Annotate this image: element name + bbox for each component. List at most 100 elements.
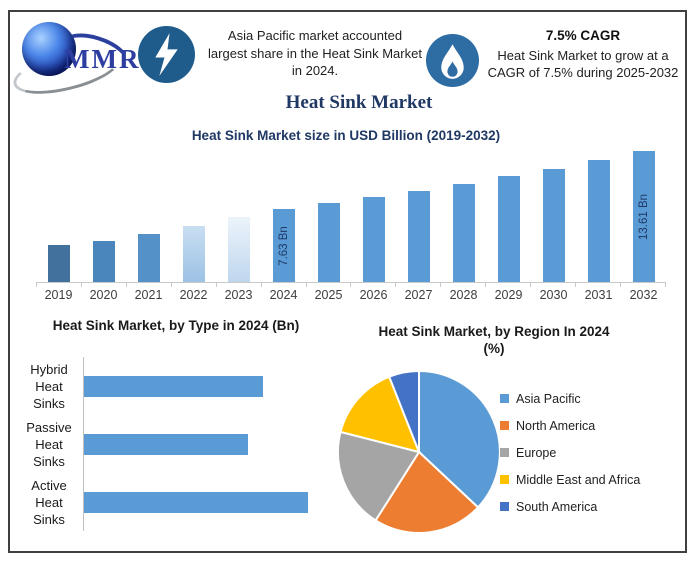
pie-slice-asia-pacific	[418, 369, 501, 509]
pie-slice-north-america	[374, 450, 480, 534]
bar-2020	[92, 241, 115, 282]
legend-marker-north-america	[500, 421, 509, 430]
mmr-logo-text: MMR	[64, 44, 141, 74]
x-axis-tick	[395, 283, 440, 287]
cagr-text: Heat Sink Market to grow at a CAGR of 7.…	[487, 48, 679, 80]
x-axis-label-2031: 2031	[584, 288, 613, 302]
x-axis-label-2025: 2025	[314, 288, 343, 302]
x-axis-tick	[170, 283, 216, 287]
x-axis-label-2030: 2030	[539, 288, 568, 302]
bar-2019	[47, 245, 70, 282]
x-axis-label-2029: 2029	[494, 288, 523, 302]
bar-column-2019	[36, 245, 81, 282]
x-axis-tick	[530, 283, 575, 287]
bar-2026	[362, 197, 385, 282]
x-axis-label-2021: 2021	[134, 288, 163, 302]
bar-2023	[227, 217, 250, 282]
bar-column-2032: 13.61 Bn	[621, 151, 666, 282]
bar-2031	[587, 160, 610, 282]
x-axis-label-2020: 2020	[89, 288, 118, 302]
x-axis-tick	[36, 283, 81, 287]
type-chart-body: Hybrid Heat Sinks Passive Heat Sinks Active H…	[18, 357, 334, 531]
bar-2032: 13.61 Bn	[632, 151, 655, 282]
x-axis-label-2027: 2027	[404, 288, 433, 302]
pie-slice-europe	[336, 430, 421, 522]
legend-marker-asia-pacific	[500, 394, 509, 403]
bar-column-2031	[576, 160, 621, 282]
legend-item-south-america: South America	[500, 493, 640, 520]
legend-item-asia-pacific: Asia Pacific	[500, 385, 640, 412]
bar-2024: 7.63 Bn	[272, 209, 295, 282]
region-pie	[333, 366, 505, 538]
x-axis-tick	[485, 283, 530, 287]
market-size-chart-title: Heat Sink Market size in USD Billion (20…	[191, 128, 501, 143]
legend-marker-middle-east-and-africa	[500, 475, 509, 484]
legend-label-north-america: North America	[516, 418, 596, 433]
bar-column-2023	[216, 217, 261, 282]
bar-column-2025	[306, 203, 351, 282]
bar-2030	[542, 169, 565, 282]
bar-column-2028	[441, 184, 486, 282]
bar-column-2021	[126, 234, 171, 282]
x-axis-labels: 2019 2020 2021 2022 2023 2024 2025 2026 2027 2028…	[36, 288, 666, 302]
pie-slice-middle-east-and-africa	[339, 375, 421, 454]
legend-item-europe: Europe	[500, 439, 640, 466]
header-highlight-text: Asia Pacific market accounted largest sh…	[208, 28, 422, 78]
type-label-active-heat-sinks: Active Heat Sinks	[31, 477, 67, 527]
bar-2027	[407, 191, 430, 282]
pie-slice-south-america	[387, 369, 420, 453]
type-bar-passive-heat-sinks	[84, 433, 248, 455]
type-chart: Heat Sink Market, by Type in 2024 (Bn) H…	[18, 318, 334, 531]
x-axis-ticks	[36, 283, 666, 287]
type-label-hybrid-heat-sinks: Hybrid Heat Sinks	[30, 361, 68, 411]
legend-label-asia-pacific: Asia Pacific	[516, 391, 581, 406]
legend-label-south-america: South America	[516, 499, 598, 514]
x-axis-tick	[215, 283, 261, 287]
x-axis-tick	[619, 283, 665, 287]
bar-2029	[497, 176, 520, 282]
x-axis-tick	[260, 283, 306, 287]
x-axis-tick	[440, 283, 485, 287]
legend-marker-europe	[500, 448, 509, 457]
bar-column-2029	[486, 176, 531, 282]
bar-column-2030	[531, 169, 576, 282]
bar-column-2027	[396, 191, 441, 282]
bar-2021	[137, 234, 160, 282]
type-row-active-heat-sinks: Active Heat Sinks	[18, 473, 334, 531]
x-axis-tick	[305, 283, 351, 287]
bar-value-label-2032: 13.61 Bn	[637, 193, 650, 240]
market-size-bars: 7.63 Bn 13.61 Bn	[36, 148, 666, 283]
bar-2028	[452, 184, 475, 282]
type-chart-title: Heat Sink Market, by Type in 2024 (Bn)	[52, 318, 300, 333]
lightning-icon	[138, 26, 195, 83]
x-axis-label-2032: 2032	[629, 288, 658, 302]
x-axis-label-2023: 2023	[224, 288, 253, 302]
cagr-block: 7.5% CAGR Heat Sink Market to grow at a …	[482, 28, 684, 81]
x-axis-tick	[575, 283, 620, 287]
region-legend: Asia Pacific North America Europe Middle Ea…	[500, 385, 640, 520]
legend-label-middle-east-and-africa: Middle East and Africa	[516, 472, 641, 487]
x-axis-label-2026: 2026	[359, 288, 388, 302]
bar-2022	[182, 226, 205, 282]
region-chart-unit: (%)	[483, 341, 505, 356]
market-size-chart: 7.63 Bn 13.61 Bn 2019 2020 2021 2022 2023 2024…	[36, 148, 666, 302]
type-row-passive-heat-sinks: Passive Heat Sinks	[18, 415, 334, 473]
mmr-logo: MMR	[9, 18, 146, 103]
page-title: Heat Sink Market	[285, 92, 433, 113]
type-bar-hybrid-heat-sinks	[84, 375, 263, 397]
bar-column-2026	[351, 197, 396, 282]
x-axis-tick	[350, 283, 395, 287]
type-row-hybrid-heat-sinks: Hybrid Heat Sinks	[18, 357, 334, 415]
legend-item-middle-east-and-africa: Middle East and Africa	[500, 466, 640, 493]
type-bar-active-heat-sinks	[84, 491, 308, 513]
x-axis-label-2028: 2028	[449, 288, 478, 302]
globe-icon	[22, 22, 76, 76]
x-axis-label-2019: 2019	[44, 288, 73, 302]
legend-marker-south-america	[500, 502, 509, 511]
bar-column-2020	[81, 241, 126, 282]
bar-value-label-2024: 7.63 Bn	[277, 225, 290, 266]
legend-label-europe: Europe	[516, 445, 557, 460]
x-axis-label-2024: 2024	[269, 288, 298, 302]
cagr-title: 7.5% CAGR	[545, 28, 621, 43]
